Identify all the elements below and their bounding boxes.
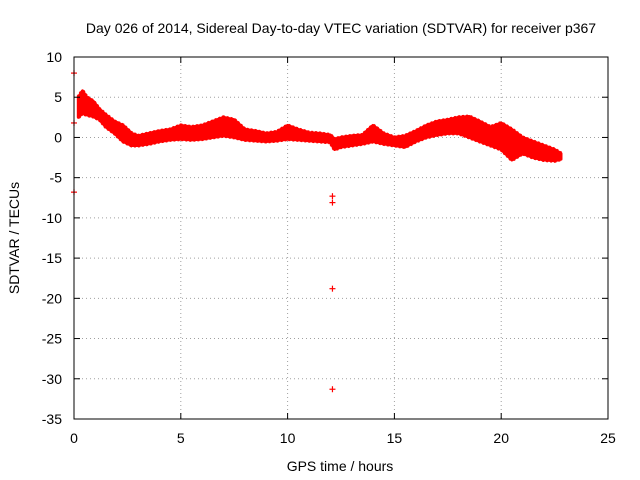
plot-frame <box>73 56 609 420</box>
y-axis-ticks: -35 -30 -25 -20 -15 -10 -5 0 5 10 <box>42 49 608 427</box>
x-tick-label: 10 <box>280 430 296 446</box>
x-tick-label: 5 <box>177 430 185 446</box>
y-tick-label: -20 <box>42 290 62 306</box>
data-point <box>329 199 336 206</box>
y-tick-label: 5 <box>54 89 62 105</box>
sdtvar-band-upper-edge <box>76 87 563 156</box>
x-tick-label: 0 <box>70 430 78 446</box>
data-point <box>329 285 336 292</box>
sdtvar-band-lower-edge <box>76 110 562 163</box>
grid-lines <box>74 57 608 419</box>
y-tick-label: -15 <box>42 250 62 266</box>
y-tick-label: -25 <box>42 331 62 347</box>
y-tick-label: 0 <box>54 129 62 145</box>
x-tick-label: 25 <box>600 430 616 446</box>
x-axis-label: GPS time / hours <box>287 458 394 474</box>
x-axis-ticks: 0 5 10 15 20 25 <box>70 57 616 446</box>
y-tick-label: -35 <box>42 411 62 427</box>
y-tick-label: -5 <box>50 170 63 186</box>
y-axis-label: SDTVAR / TECUs <box>6 182 22 294</box>
y-tick-label: -10 <box>42 210 62 226</box>
y-tick-label: 10 <box>46 49 62 65</box>
x-tick-label: 15 <box>387 430 403 446</box>
chart-title: Day 026 of 2014, Sidereal Day-to-day VTE… <box>86 20 596 36</box>
y-tick-label: -30 <box>42 371 62 387</box>
data-point <box>329 386 336 393</box>
data-point <box>329 193 336 200</box>
x-tick-label: 20 <box>493 430 509 446</box>
